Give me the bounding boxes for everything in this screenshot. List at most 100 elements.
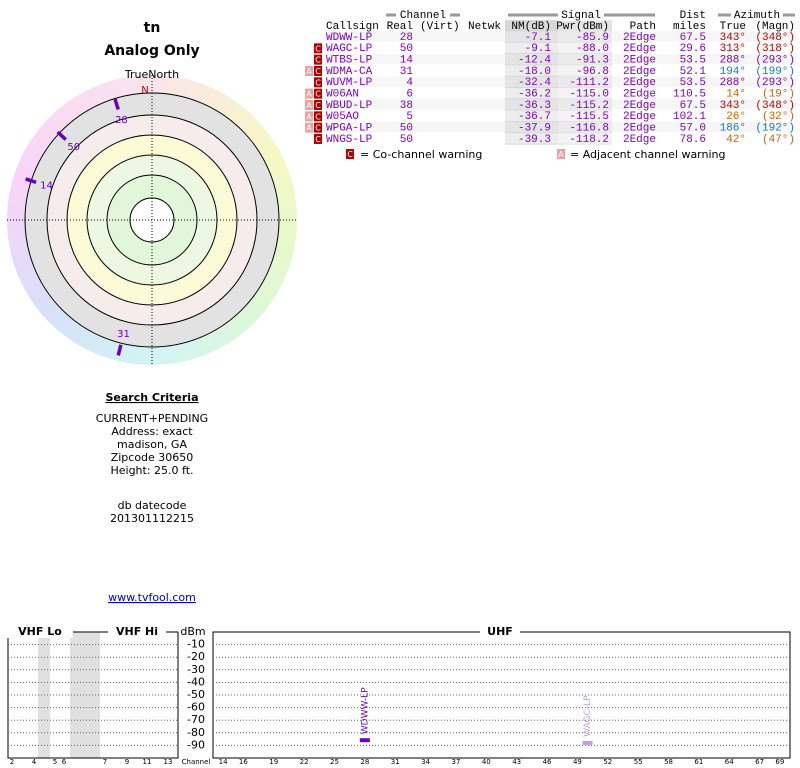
y-tick-label: -70 [187, 713, 205, 726]
label-gap [7, 626, 73, 638]
cell-nm: -36.2 [518, 89, 551, 101]
band-label: VHF Lo [18, 625, 62, 638]
adj-badge-text: A [306, 112, 312, 121]
co-badge-text: C [315, 101, 321, 110]
station-bar [56, 130, 67, 141]
cell-dist: 57.0 [680, 123, 706, 135]
cell-pwr: -111.2 [569, 77, 609, 89]
co-badge [314, 54, 322, 65]
rule-gap [396, 9, 450, 21]
cell-real: 50 [400, 43, 413, 55]
column-header: miles [673, 21, 706, 33]
db-label: db datecode [118, 499, 187, 512]
cell-magn: (318°) [755, 43, 795, 55]
co-badge-text: C [315, 78, 321, 87]
x-tick-label: 28 [360, 758, 369, 766]
cell-real: 6 [406, 89, 413, 101]
x-tick-label: 55 [634, 758, 643, 766]
cell-nm: -36.7 [518, 111, 551, 123]
x-tick-label: 7 [103, 758, 107, 766]
cell-dist: 78.6 [680, 134, 706, 146]
row-bg [324, 53, 796, 65]
row-bg [324, 110, 796, 121]
column-header: Netwk [468, 21, 501, 33]
co-badge-text: C [315, 135, 321, 144]
column-header: (Magn) [755, 21, 795, 33]
cell-callsign: WUVM-LP [326, 77, 373, 89]
site-link[interactable]: www.tvfool.com [108, 591, 196, 604]
y-tick-label: -60 [187, 701, 205, 714]
co-badge-text: C [315, 44, 321, 53]
y-tick-label: -10 [187, 638, 205, 651]
cell-dist: 52.1 [680, 66, 707, 78]
cell-dist: 102.1 [673, 111, 706, 123]
search-line: Height: 25.0 ft. [110, 464, 193, 477]
station-channel: 28 [115, 115, 128, 126]
adj-badge [305, 65, 313, 76]
cell-true: 313° [720, 43, 746, 55]
co-badge-text: C [315, 56, 321, 65]
label-gap [108, 626, 166, 638]
signal-marker [582, 740, 593, 745]
x-tick-label: 16 [239, 758, 248, 766]
column-header: Path [630, 21, 656, 33]
cell-dist: 29.6 [680, 43, 706, 55]
co-badge-text: C [347, 150, 353, 159]
co-badge-text: C [315, 112, 321, 121]
y-tick-label: -90 [187, 738, 205, 751]
cell-true: 343° [720, 100, 746, 112]
column-header: Pwr(dBm) [556, 21, 609, 33]
cell-true: 42° [726, 134, 746, 146]
x-tick-label: 9 [125, 758, 129, 766]
cell-magn: (293°) [755, 55, 795, 67]
co-badge [314, 133, 322, 144]
adj-badge [305, 111, 313, 122]
cell-true: 288° [720, 55, 746, 67]
cell-callsign: WPGA-LP [326, 123, 373, 135]
x-tick-label: 25 [330, 758, 339, 766]
x-tick-label: 40 [482, 758, 491, 766]
row-bg [324, 31, 796, 42]
station-bar [113, 98, 120, 111]
cell-pwr: -115.5 [569, 111, 609, 123]
cell-nm: -39.3 [518, 134, 551, 146]
co-badge [314, 77, 322, 88]
cell-magn: (348°) [755, 32, 795, 44]
adj-badge [305, 99, 313, 110]
adj-badge-text: A [306, 67, 312, 76]
cell-real: 28 [400, 32, 413, 44]
co-badge [314, 99, 322, 110]
x-tick-label: 5 [53, 758, 57, 766]
y-tick-label: -40 [187, 675, 205, 688]
co-badge [314, 88, 322, 99]
signal-label: WAGC-LP [583, 695, 593, 737]
cell-pwr: -88.0 [576, 43, 609, 55]
cell-real: 4 [406, 77, 413, 89]
station-channel: 50 [67, 142, 80, 153]
cell-dist: 67.5 [680, 100, 706, 112]
rule-gap [731, 9, 783, 21]
cell-dist: 53.5 [680, 55, 706, 67]
x-tick-label: 49 [573, 758, 582, 766]
cell-magn: (293°) [755, 77, 795, 89]
x-tick-label: 4 [32, 758, 37, 766]
co-badge [346, 149, 354, 159]
adj-badge-text: A [558, 150, 564, 159]
cell-real: 14 [400, 55, 414, 67]
x-tick-label: 52 [603, 758, 612, 766]
cell-dist: 53.5 [680, 77, 706, 89]
column-header: True [720, 21, 746, 33]
cell-true: 194° [720, 66, 746, 78]
x-tick-label: 67 [755, 758, 764, 766]
adj-badge [557, 149, 565, 159]
column-header: Real [387, 21, 413, 33]
cell-path: 2Edge [623, 89, 656, 101]
cell-nm: -18.0 [518, 66, 551, 78]
cell-path: 2Edge [623, 77, 656, 89]
cell-path: 2Edge [623, 55, 656, 67]
search-title: Search Criteria [105, 391, 198, 404]
cell-nm: -9.1 [525, 43, 552, 55]
station-channel: 31 [117, 329, 130, 340]
